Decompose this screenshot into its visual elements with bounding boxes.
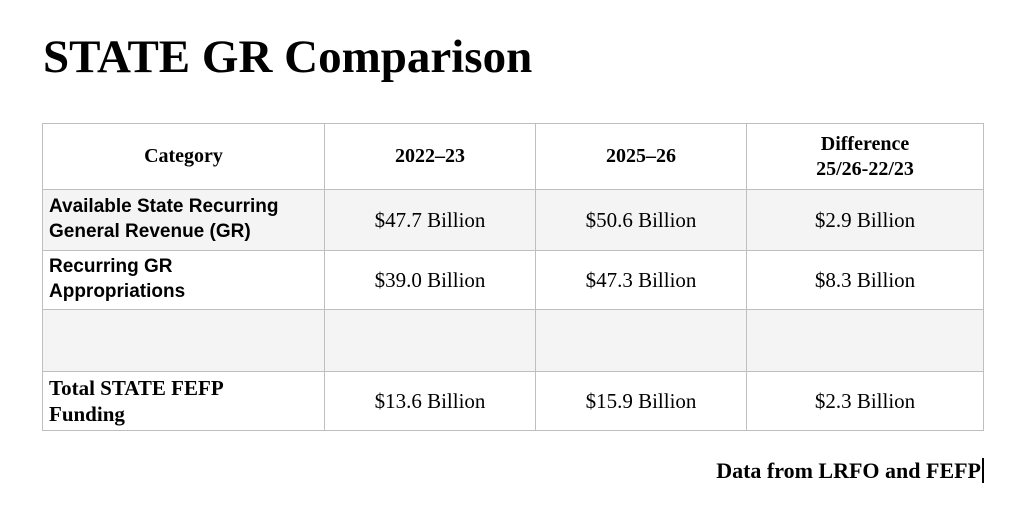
cell-2025-26-value[interactable]: $47.3 Billion	[535, 250, 747, 310]
column-header-category[interactable]: Category	[42, 123, 325, 190]
cell-difference-value[interactable]: $2.3 Billion	[746, 371, 984, 431]
cell-2022-23-value[interactable]: $13.6 Billion	[324, 371, 536, 431]
cell-category[interactable]: Total STATE FEFP Funding	[42, 371, 325, 431]
cell-2025-26-value[interactable]: $50.6 Billion	[535, 189, 747, 251]
table-header-row: Category 2022–23 2025–26 Difference 25/2…	[42, 123, 984, 190]
column-header-2025-26[interactable]: 2025–26	[535, 123, 747, 190]
cell-2025-26-value[interactable]: $15.9 Billion	[535, 371, 747, 431]
cell-empty[interactable]	[535, 309, 747, 372]
cell-2022-23-value[interactable]: $47.7 Billion	[324, 189, 536, 251]
cell-empty[interactable]	[746, 309, 984, 372]
comparison-table: Category 2022–23 2025–26 Difference 25/2…	[42, 123, 984, 431]
page-title[interactable]: STATE GR Comparison	[43, 31, 533, 83]
table-row-total-fefp: Total STATE FEFP Funding $13.6 Billion $…	[42, 371, 984, 431]
table-row-recurring-appropriations: Recurring GR Appropriations $39.0 Billio…	[42, 250, 984, 310]
cell-difference-value[interactable]: $2.9 Billion	[746, 189, 984, 251]
column-header-2022-23[interactable]: 2022–23	[324, 123, 536, 190]
cell-category-empty[interactable]	[42, 309, 325, 372]
cell-difference-value[interactable]: $8.3 Billion	[746, 250, 984, 310]
footer-note-text: Data from LRFO and FEFP	[716, 458, 981, 483]
column-header-difference[interactable]: Difference 25/26-22/23	[746, 123, 984, 190]
cell-category[interactable]: Available State Recurring General Revenu…	[42, 189, 325, 251]
footer-note[interactable]: Data from LRFO and FEFP	[716, 458, 984, 484]
text-cursor	[982, 458, 984, 483]
cell-2022-23-value[interactable]: $39.0 Billion	[324, 250, 536, 310]
cell-category[interactable]: Recurring GR Appropriations	[42, 250, 325, 310]
table-row-available-gr: Available State Recurring General Revenu…	[42, 189, 984, 251]
cell-empty[interactable]	[324, 309, 536, 372]
table-row-empty	[42, 309, 984, 372]
